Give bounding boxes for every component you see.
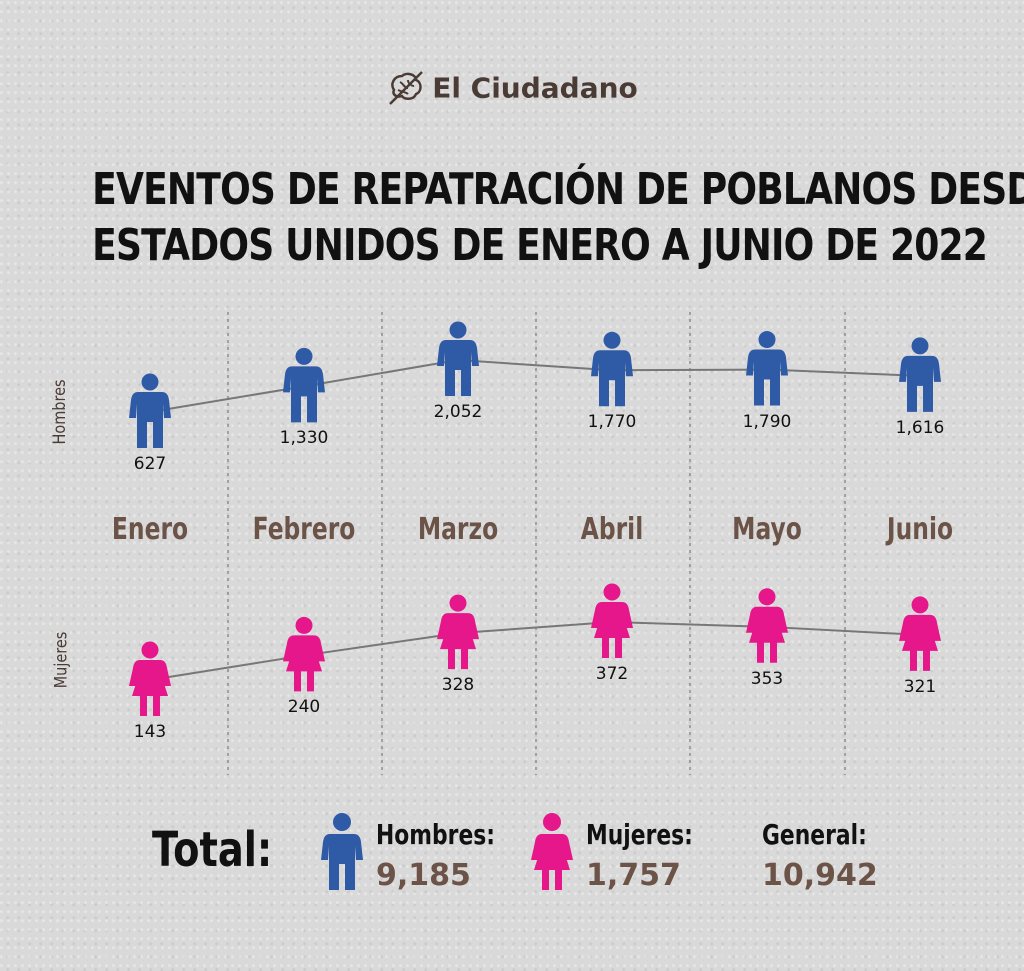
mujeres-figure-point [129, 641, 171, 716]
total-mujeres-value: 1,757 [586, 858, 681, 893]
total-hombres-value: 9,185 [376, 858, 471, 893]
total-general-value: 10,942 [762, 858, 878, 893]
hombres-figure-point [899, 337, 941, 412]
mujeres-figure-point [899, 596, 941, 671]
mujeres-data-label: 353 [750, 668, 784, 689]
hombres-figure-point [129, 373, 171, 448]
mujeres-data-label: 240 [287, 697, 321, 718]
hombres-figure-point [437, 321, 479, 396]
mujeres-figure-point [746, 588, 788, 663]
hombres-data-label: 1,330 [279, 428, 329, 449]
mujeres-figure-point [283, 616, 325, 692]
chart-title-line-1: EVENTOS DE REPATRACIÓN DE POBLANOS DESDE [92, 164, 1024, 215]
mujeres-data-label: 372 [595, 664, 629, 684]
brand-name: El Ciudadano [432, 71, 638, 105]
total-hombres-icon [321, 813, 363, 890]
hombres-data-label: 627 [133, 454, 167, 474]
hombres-figure-point [591, 331, 633, 407]
chart-title-line-2: ESTADOS UNIDOS DE ENERO A JUNIO DE 2022 [92, 220, 988, 271]
mujeres-data-label: 328 [441, 675, 475, 696]
mujeres-figure-point [437, 594, 479, 670]
month-label: Junio [886, 512, 954, 547]
total-general-name: General: [762, 818, 867, 851]
brand-logo: El Ciudadano [0, 70, 1024, 106]
hombres-figure-point [746, 331, 788, 406]
series-line-0 [149, 358, 921, 413]
total-mujeres-name: Mujeres: [586, 818, 693, 851]
hombres-data-label: 1,616 [895, 417, 945, 438]
month-label: Mayo [732, 512, 802, 547]
brain-icon [389, 71, 424, 105]
hombres-data-label: 2,052 [433, 402, 483, 422]
mujeres-data-label: 321 [903, 676, 937, 697]
series-line-1 [149, 620, 921, 681]
total-hombres-name: Hombres: [376, 818, 495, 851]
mujeres-figure-point [591, 583, 633, 658]
total-label: Total: [152, 822, 273, 878]
chart-title: EVENTOS DE REPATRACIÓN DE POBLANOS DESDE… [92, 162, 1024, 274]
total-mujeres-icon [531, 813, 573, 890]
month-label: Marzo [417, 512, 499, 547]
hombres-data-label: 1,770 [587, 412, 637, 433]
hombres-data-label: 1,790 [742, 411, 792, 432]
month-label: Enero [111, 512, 189, 547]
month-label: Febrero [252, 512, 356, 547]
hombres-figure-point [283, 347, 325, 423]
month-label: Abril [580, 512, 644, 547]
mujeres-data-label: 143 [133, 722, 167, 742]
